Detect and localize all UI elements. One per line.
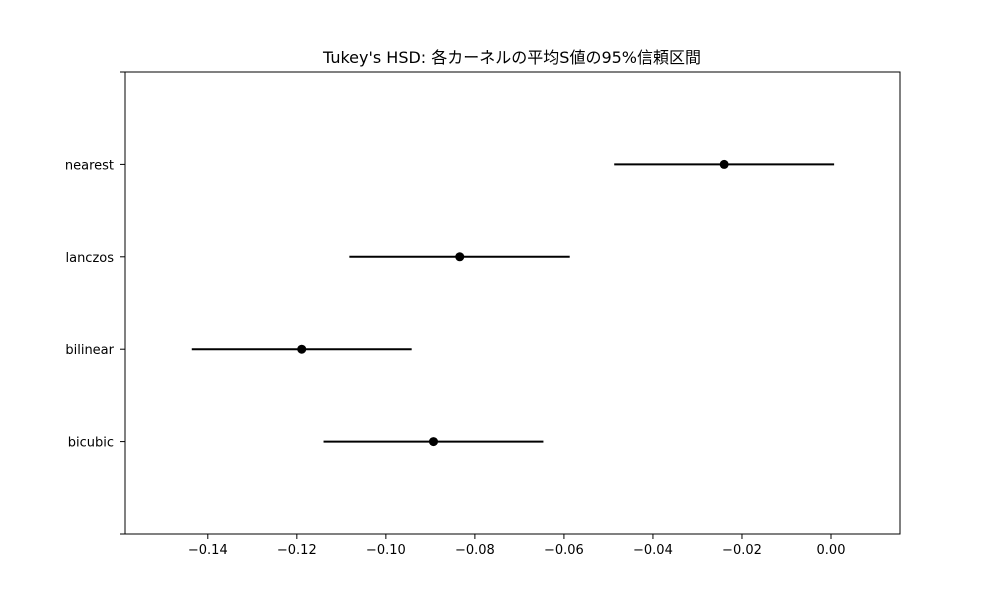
x-tick-label: −0.10 [366,543,406,558]
x-tick-label: −0.08 [455,543,495,558]
x-axis: −0.14 −0.12 −0.10 −0.08 −0.06 −0.04 −0.02 0.00 [188,534,846,558]
mean-point-nearest [719,159,729,169]
y-category-label: bicubic [68,436,114,451]
confidence-intervals [191,159,835,447]
x-tick-label: 0.00 [817,543,846,558]
y-axis: nearest lanczos bilinear bicubic [65,71,125,535]
plot-area [124,71,901,535]
x-tick-label: −0.04 [633,543,673,558]
mean-point-bilinear [297,344,307,354]
mean-point-lanczos [455,252,465,262]
x-tick-label: −0.14 [188,543,228,558]
y-category-label: nearest [65,158,114,173]
chart-title: Tukey's HSD: 各カーネルの平均S値の95%信頼区間 [322,48,701,67]
y-category-label: bilinear [65,343,114,358]
y-category-label: lanczos [65,251,114,266]
x-tick-label: −0.12 [277,543,317,558]
mean-point-bicubic [428,437,438,447]
x-tick-label: −0.02 [722,543,762,558]
x-tick-label: −0.06 [544,543,584,558]
